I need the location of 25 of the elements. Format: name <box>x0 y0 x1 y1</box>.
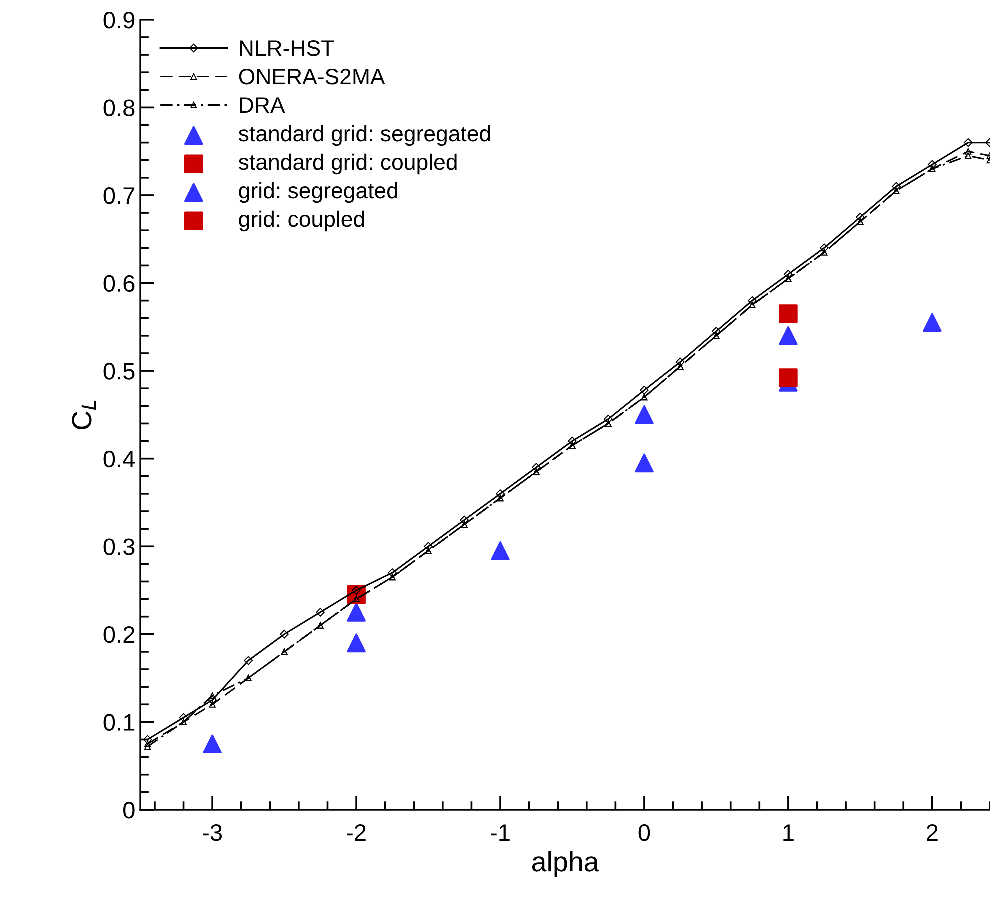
legend-label: grid: coupled <box>239 210 364 232</box>
x-tick-label: 2 <box>927 824 938 841</box>
y-tick-label: 0.8 <box>104 100 135 116</box>
legend-label: ONERA-S2MA <box>239 68 386 85</box>
legend-label: DRA <box>240 98 286 113</box>
legend-label: standard grid: segregated <box>238 125 490 146</box>
x-tick-label: -2 <box>347 824 366 841</box>
y-tick-label: 0.3 <box>104 538 135 556</box>
x-tick-label: 1 <box>784 824 794 841</box>
x-tick-label: 0 <box>638 824 650 842</box>
x-tick-label: -1 <box>491 824 510 841</box>
y-tick-label: 0 <box>124 802 135 819</box>
y-tick-label: 0.7 <box>104 188 135 204</box>
x-axis-title: alpha <box>532 851 600 878</box>
y-tick-label: 0.6 <box>104 275 135 292</box>
y-tick-label: 0.4 <box>104 450 136 468</box>
y-tick-label: 0.5 <box>104 363 135 380</box>
legend-label: grid: segregated <box>239 182 398 204</box>
legend-label: NLR-HST <box>240 40 334 56</box>
y-tick-label: 0.9 <box>104 12 135 29</box>
y-tick-label: 0.2 <box>104 626 135 644</box>
legend-label: standard grid: coupled <box>238 154 457 175</box>
y-tick-label: 0.1 <box>104 714 135 731</box>
x-tick-label: -3 <box>203 824 222 842</box>
y-axis-title: C$_{L}$ <box>72 400 96 430</box>
